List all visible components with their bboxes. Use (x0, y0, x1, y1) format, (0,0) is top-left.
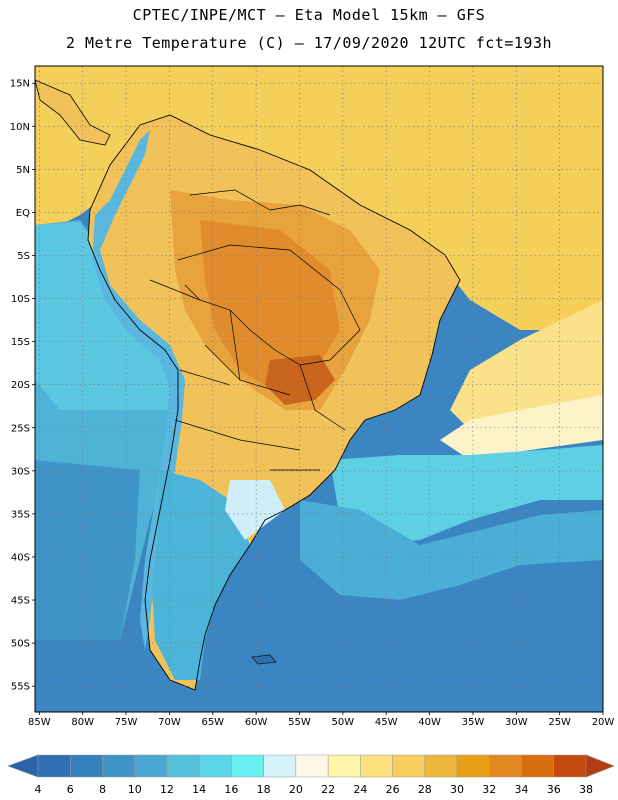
graticule (35, 66, 603, 712)
lat-tick-label: 15N (10, 79, 30, 90)
lat-tick-label: 55S (11, 682, 30, 693)
lon-tick-label: 80W (71, 717, 94, 728)
lat-tick-label: 10S (11, 294, 30, 305)
lat-tick-label: 5N (16, 165, 30, 176)
map-title-line2: 2 Metre Temperature (C) – 17/09/2020 12U… (65, 34, 553, 52)
map-title-line1: CPTEC/INPE/MCT – Eta Model 15km – GFS (132, 6, 486, 24)
lat-tick-label: 25S (11, 423, 30, 434)
ocean-pacific-south (35, 460, 140, 640)
lat-tick-label: 10N (10, 122, 30, 133)
lon-tick-label: 20W (592, 717, 615, 728)
lon-tick-label: 65W (201, 717, 224, 728)
ocean-mild-east (450, 300, 603, 430)
lon-tick-label: 50W (332, 717, 355, 728)
lon-tick-label: 45W (375, 717, 398, 728)
map-frame (34, 65, 604, 713)
lat-tick-label: 40S (11, 552, 30, 563)
lon-tick-label: 40W (418, 717, 441, 728)
land-central-america (35, 79, 111, 146)
lat-tick-label: EQ (16, 208, 30, 219)
lat-tick-label: 5S (17, 251, 30, 262)
lat-tick-label: 20S (11, 380, 30, 391)
country-borders (149, 189, 361, 471)
lon-tick-label: 75W (115, 717, 138, 728)
lat-tick-label: 50S (11, 639, 30, 650)
lat-tick-label: 45S (11, 596, 30, 607)
lat-tick-label: 30S (11, 466, 30, 477)
lon-tick-label: 60W (245, 717, 268, 728)
lon-tick-label: 70W (158, 717, 181, 728)
lon-tick-label: 30W (505, 717, 528, 728)
land-hot-core (200, 220, 340, 395)
falkland-islands (251, 654, 277, 665)
longitude-labels: 85W 80W 75W 70W 65W 60W 55W 50W 45W 40W 35W 30W 25W 2… (28, 712, 614, 728)
lon-tick-label: 55W (288, 717, 311, 728)
ocean-cooler-band (300, 500, 603, 600)
lat-tick-label: 15S (11, 337, 30, 348)
lon-tick-label: 35W (462, 717, 485, 728)
coastline (87, 114, 461, 691)
land-patagonia (152, 470, 250, 680)
latitude-labels: 15N 10N 5N EQ 5S 10S 15S 20S 25S 30S 35S 40S 45S 50S 5… (10, 79, 35, 693)
lon-tick-label: 25W (548, 717, 571, 728)
ocean-cool-band (330, 445, 603, 545)
lat-tick-label: 35S (11, 509, 30, 520)
lon-tick-label: 85W (28, 717, 51, 728)
map-field (35, 66, 603, 712)
ocean-pacific-near (35, 222, 175, 410)
land-pampas-cool (225, 480, 285, 540)
